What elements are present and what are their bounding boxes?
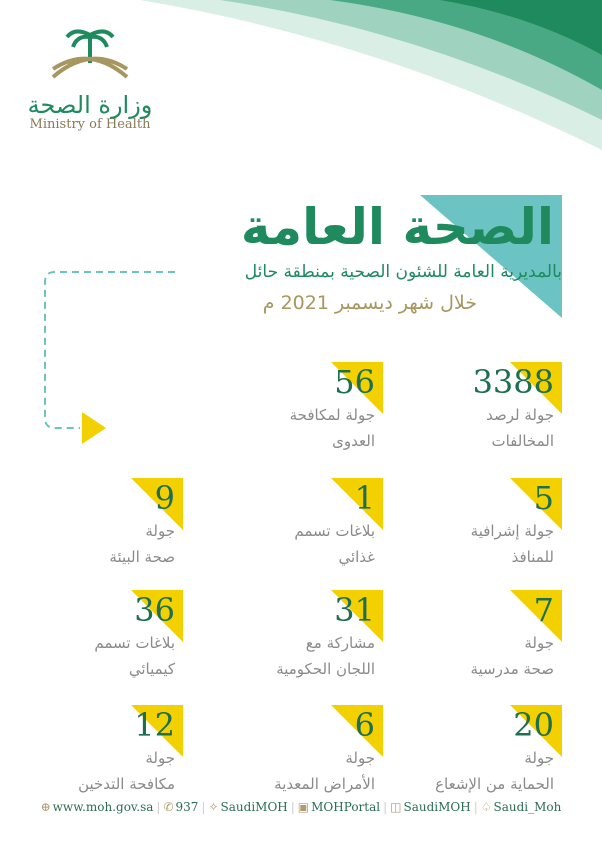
- stat-label-1: جولة: [524, 749, 554, 767]
- logo-arabic: وزارة الصحة: [27, 91, 153, 119]
- yellow-triangle: [131, 478, 183, 530]
- stat-label-1: مشاركة مع: [305, 634, 375, 652]
- stat-item: 56 جولة لمكافحة العدوى: [213, 362, 383, 462]
- globe-icon: ⊕: [40, 800, 51, 814]
- stat-item: 20 جولة الحماية من الإشعاع: [392, 705, 562, 805]
- footer-link-text: SaudiMOH: [403, 800, 471, 814]
- stat-label-2: اللجان الحكومية: [276, 660, 375, 678]
- stat-label-1: جولة: [145, 749, 175, 767]
- footer-link[interactable]: ✆ 937: [163, 800, 198, 814]
- stat-item: 3388 جولة لرصد المخالفات: [392, 362, 562, 462]
- divider: |: [201, 800, 206, 814]
- stat-label-2: الحماية من الإشعاع: [435, 775, 554, 793]
- period: خلال شهر ديسمبر 2021 م: [262, 292, 477, 314]
- stat-label-2: العدوى: [332, 432, 375, 450]
- stat-item: 12 جولة مكافحة التدخين: [13, 705, 183, 805]
- divider: |: [156, 800, 161, 814]
- stat-label-2: مكافحة التدخين: [78, 775, 175, 793]
- phone-icon: ✆: [163, 800, 174, 814]
- stat-label-1: جولة لرصد: [486, 406, 554, 424]
- page-title: الصحة العامة: [240, 198, 554, 256]
- footer-link-text: Saudi_Moh: [493, 800, 562, 814]
- yellow-triangle: [331, 362, 383, 414]
- stat-label-1: بلاغات تسمم: [94, 634, 175, 652]
- stat-label-1: جولة: [345, 749, 375, 767]
- snapchat-icon: ♤: [480, 800, 492, 814]
- stat-label-2: المخالفات: [491, 432, 554, 450]
- stat-label-2: كيميائي: [128, 660, 175, 678]
- teal-triangle: [420, 195, 562, 318]
- stat-item: 36 بلاغات تسمم كيميائي: [13, 590, 183, 690]
- stat-item: 1 بلاغات تسمم غذائي: [213, 478, 383, 578]
- footer-link[interactable]: ◫ SaudiMOH: [390, 800, 471, 814]
- arrow-triangle: [82, 412, 106, 444]
- stat-label-2: صحة مدرسية: [470, 660, 554, 678]
- footer-link-text: MOHPortal: [311, 800, 381, 814]
- stat-label-1: جولة لمكافحة: [289, 406, 375, 424]
- yellow-triangle: [331, 590, 383, 642]
- stat-value: 9: [154, 479, 175, 517]
- logo-english: Ministry of Health: [29, 117, 151, 132]
- stat-value: 31: [334, 591, 375, 629]
- yellow-triangle: [510, 590, 562, 642]
- divider: |: [290, 800, 295, 814]
- instagram-icon: ◫: [390, 800, 402, 814]
- subtitle: بالمديرية العامة للشئون الصحية بمنطقة حا…: [244, 262, 562, 282]
- twitter-icon: ✧: [208, 800, 219, 814]
- stat-value: 3388: [472, 363, 554, 401]
- footer-contacts: ⊕ www.moh.gov.sa | ✆ 937 | ✧ SaudiMOH | ▣ MOHPorta…: [0, 800, 602, 814]
- yellow-triangle: [131, 590, 183, 642]
- footer-link[interactable]: ⊕ www.moh.gov.sa: [41, 800, 154, 814]
- stat-item: 7 جولة صحة مدرسية: [392, 590, 562, 690]
- ministry-logo: وزارة الصحة Ministry of Health: [20, 25, 160, 132]
- stat-item: 31 مشاركة مع اللجان الحكومية: [213, 590, 383, 690]
- dashed-connector: [44, 271, 175, 429]
- stat-value: 1: [354, 479, 375, 517]
- footer-link[interactable]: ♤ Saudi_Moh: [481, 800, 562, 814]
- yellow-triangle: [510, 362, 562, 414]
- yellow-triangle: [510, 478, 562, 530]
- stat-value: 7: [533, 591, 554, 629]
- stat-value: 56: [334, 363, 375, 401]
- footer-link[interactable]: ✧ SaudiMOH: [208, 800, 287, 814]
- stat-item: 9 جولة صحة البيئة: [13, 478, 183, 578]
- yellow-triangle: [331, 705, 383, 757]
- footer-link-text: 937: [175, 800, 199, 814]
- yellow-triangle: [331, 478, 383, 530]
- youtube-icon: ▣: [297, 800, 310, 814]
- yellow-triangle: [510, 705, 562, 757]
- stat-value: 6: [354, 706, 375, 744]
- stat-label-1: جولة: [145, 522, 175, 540]
- stat-value: 12: [134, 706, 175, 744]
- stat-item: 5 جولة إشرافية للمنافذ: [392, 478, 562, 578]
- stat-label-2: للمنافذ: [511, 548, 554, 566]
- stat-label-2: صحة البيئة: [109, 548, 175, 566]
- stat-label-2: الأمراض المعدية: [274, 775, 375, 793]
- stat-value: 20: [513, 706, 554, 744]
- divider: |: [383, 800, 388, 814]
- yellow-triangle: [131, 705, 183, 757]
- stat-value: 36: [134, 591, 175, 629]
- stat-value: 5: [533, 479, 554, 517]
- divider: |: [473, 800, 478, 814]
- stat-item: 6 جولة الأمراض المعدية: [213, 705, 383, 805]
- stat-label-1: بلاغات تسمم: [294, 522, 375, 540]
- stat-label-1: جولة: [524, 634, 554, 652]
- footer-link[interactable]: ▣ MOHPortal: [298, 800, 380, 814]
- stat-label-2: غذائي: [338, 548, 375, 566]
- palm-swords-icon: [51, 29, 129, 79]
- stat-label-1: جولة إشرافية: [470, 522, 554, 540]
- footer-link-text: www.moh.gov.sa: [52, 800, 154, 814]
- footer-link-text: SaudiMOH: [220, 800, 288, 814]
